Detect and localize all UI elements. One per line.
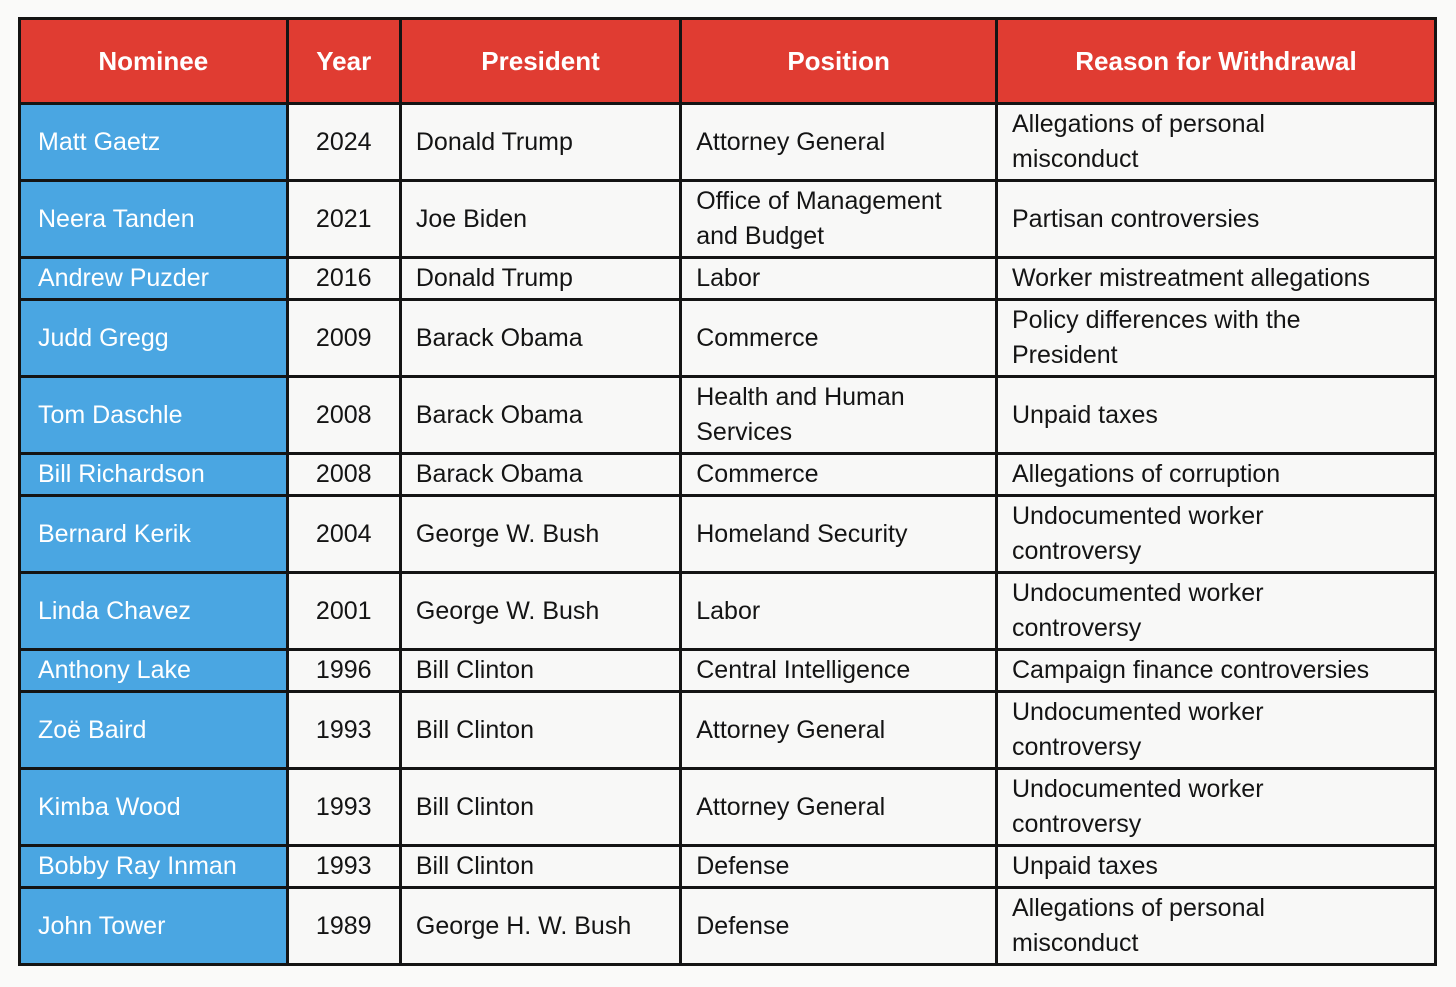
nominee-cell: Bill Richardson <box>18 452 289 497</box>
president-cell: George W. Bush <box>398 494 683 574</box>
table-row: Matt Gaetz 2024 Donald Trump Attorney Gener… <box>18 102 1437 182</box>
column-header-nominee: Nominee <box>18 17 289 105</box>
year-cell: 2016 <box>285 256 402 301</box>
position-cell: Commerce <box>679 298 998 378</box>
year-cell: 1996 <box>285 648 402 693</box>
year-cell: 1993 <box>285 690 402 770</box>
table-row: Andrew Puzder 2016 Donald Trump Labor Worker… <box>18 256 1437 301</box>
position-cell: Office of Management and Budget <box>679 179 998 259</box>
table-row: Judd Gregg 2009 Barack Obama Commerce Policy… <box>18 298 1437 378</box>
nominee-cell: Bobby Ray Inman <box>18 844 289 889</box>
reason-cell: Undocumented worker controversy <box>995 494 1437 574</box>
year-cell: 2008 <box>285 375 402 455</box>
president-cell: Bill Clinton <box>398 767 683 847</box>
position-cell: Defense <box>679 886 998 966</box>
president-cell: Barack Obama <box>398 298 683 378</box>
reason-cell: Allegations of corruption <box>995 452 1437 497</box>
president-cell: Joe Biden <box>398 179 683 259</box>
nominee-cell: Zoë Baird <box>18 690 289 770</box>
reason-cell: Undocumented worker controversy <box>995 767 1437 847</box>
year-cell: 1989 <box>285 886 402 966</box>
reason-cell: Campaign finance controversies <box>995 648 1437 693</box>
nominee-cell: Neera Tanden <box>18 179 289 259</box>
president-cell: Barack Obama <box>398 375 683 455</box>
table-row: Bill Richardson 2008 Barack Obama Commerce A… <box>18 452 1437 497</box>
president-cell: Donald Trump <box>398 102 683 182</box>
reason-cell: Worker mistreatment allegations <box>995 256 1437 301</box>
nominee-cell: Linda Chavez <box>18 571 289 651</box>
column-header-reason: Reason for Withdrawal <box>995 17 1437 105</box>
nominee-cell: Tom Daschle <box>18 375 289 455</box>
position-cell: Labor <box>679 256 998 301</box>
nominee-cell: John Tower <box>18 886 289 966</box>
year-cell: 1993 <box>285 844 402 889</box>
nominee-cell: Matt Gaetz <box>18 102 289 182</box>
table-row: Bernard Kerik 2004 George W. Bush Homeland … <box>18 494 1437 574</box>
nominee-cell: Bernard Kerik <box>18 494 289 574</box>
reason-cell: Undocumented worker controversy <box>995 571 1437 651</box>
reason-cell: Allegations of personal misconduct <box>995 886 1437 966</box>
table-row: Zoë Baird 1993 Bill Clinton Attorney Genera… <box>18 690 1437 770</box>
table-row: Neera Tanden 2021 Joe Biden Office of Manag… <box>18 179 1437 259</box>
position-cell: Attorney General <box>679 102 998 182</box>
president-cell: Bill Clinton <box>398 844 683 889</box>
year-cell: 2001 <box>285 571 402 651</box>
president-cell: Barack Obama <box>398 452 683 497</box>
position-cell: Homeland Security <box>679 494 998 574</box>
president-cell: Bill Clinton <box>398 690 683 770</box>
year-cell: 2004 <box>285 494 402 574</box>
table-row: Kimba Wood 1993 Bill Clinton Attorney Gener… <box>18 767 1437 847</box>
year-cell: 2009 <box>285 298 402 378</box>
year-cell: 2021 <box>285 179 402 259</box>
president-cell: George W. Bush <box>398 571 683 651</box>
nominee-cell: Kimba Wood <box>18 767 289 847</box>
position-cell: Central Intelligence <box>679 648 998 693</box>
position-cell: Attorney General <box>679 690 998 770</box>
reason-cell: Allegations of personal misconduct <box>995 102 1437 182</box>
president-cell: Donald Trump <box>398 256 683 301</box>
position-cell: Defense <box>679 844 998 889</box>
reason-cell: Unpaid taxes <box>995 844 1437 889</box>
column-header-year: Year <box>285 17 402 105</box>
header-row: Nominee Year President Position Reason f… <box>18 17 1437 105</box>
president-cell: Bill Clinton <box>398 648 683 693</box>
withdrawn-nominations-table-wrap: Nominee Year President Position Reason f… <box>18 17 1437 966</box>
nominee-cell: Judd Gregg <box>18 298 289 378</box>
nominee-cell: Anthony Lake <box>18 648 289 693</box>
table-row: John Tower 1989 George H. W. Bush Defense Al… <box>18 886 1437 966</box>
reason-cell: Undocumented worker controversy <box>995 690 1437 770</box>
reason-cell: Policy differences with the President <box>995 298 1437 378</box>
reason-cell: Partisan controversies <box>995 179 1437 259</box>
position-cell: Commerce <box>679 452 998 497</box>
year-cell: 2024 <box>285 102 402 182</box>
withdrawn-nominations-table: Nominee Year President Position Reason f… <box>18 17 1437 966</box>
president-cell: George H. W. Bush <box>398 886 683 966</box>
year-cell: 1993 <box>285 767 402 847</box>
table-row: Anthony Lake 1996 Bill Clinton Central Inte… <box>18 648 1437 693</box>
nominee-cell: Andrew Puzder <box>18 256 289 301</box>
year-cell: 2008 <box>285 452 402 497</box>
reason-cell: Unpaid taxes <box>995 375 1437 455</box>
position-cell: Labor <box>679 571 998 651</box>
table-row: Bobby Ray Inman 1993 Bill Clinton Defense Un… <box>18 844 1437 889</box>
column-header-position: Position <box>679 17 998 105</box>
position-cell: Attorney General <box>679 767 998 847</box>
position-cell: Health and Human Services <box>679 375 998 455</box>
table-row: Tom Daschle 2008 Barack Obama Health and Hu… <box>18 375 1437 455</box>
column-header-president: President <box>398 17 683 105</box>
table-row: Linda Chavez 2001 George W. Bush Labor Undoc… <box>18 571 1437 651</box>
